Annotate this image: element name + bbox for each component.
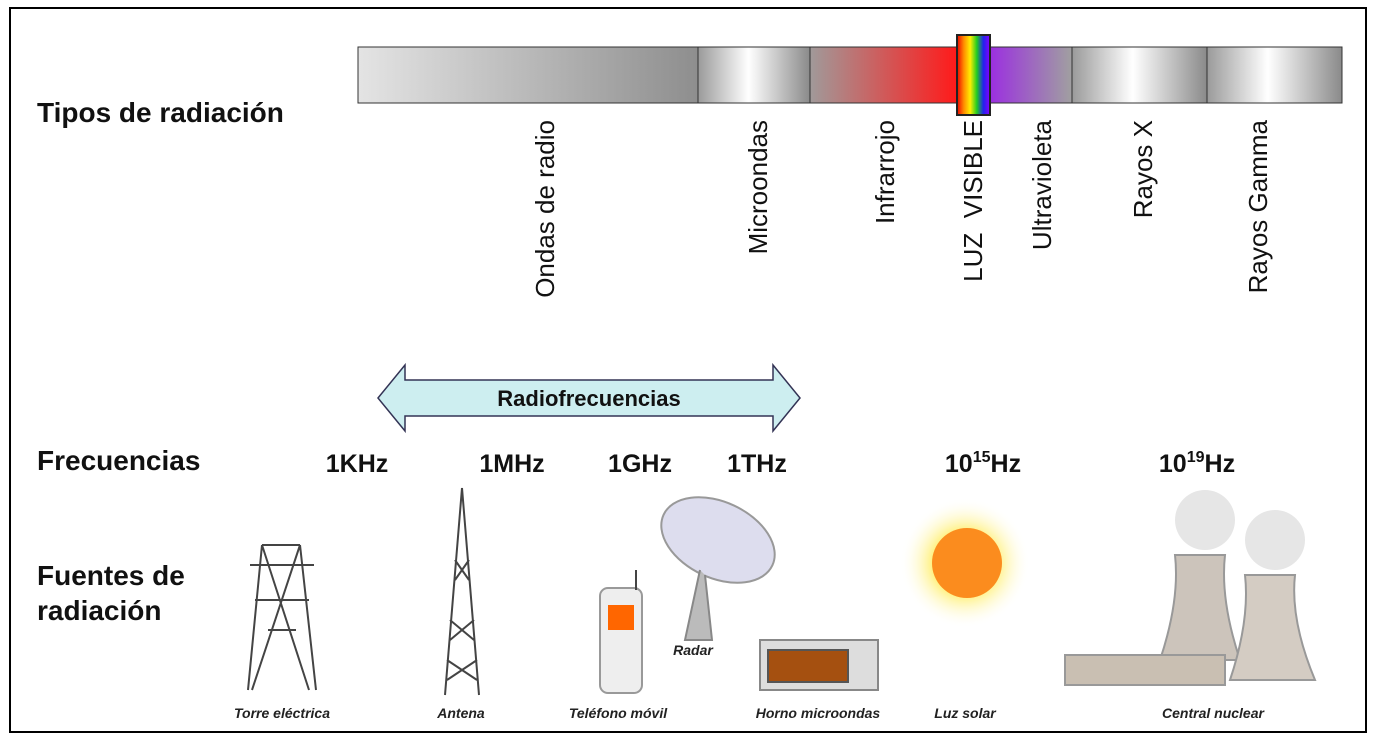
source-caption: Horno microondas — [756, 705, 881, 721]
page: Tipos de radiación Frecuencias Fuentes d… — [0, 0, 1375, 738]
frequency: 1KHz — [326, 450, 389, 478]
frequency-base: 10 — [1159, 450, 1187, 478]
source-caption: Teléfono móvil — [569, 705, 668, 721]
frequency-exponent: 19 — [1187, 449, 1205, 466]
frequency-unit: Hz — [1205, 450, 1236, 478]
frequency-base: 10 — [945, 450, 973, 478]
radiation-type: Rayos Gamma — [1243, 119, 1273, 293]
source-caption: Torre eléctrica — [234, 705, 330, 721]
radiation-type: Microondas — [743, 120, 773, 254]
spectrum-bar — [358, 35, 1342, 115]
icons — [248, 480, 1315, 695]
frequency: 1019Hz — [1159, 449, 1235, 478]
band-label: Radiofrecuencias — [497, 386, 680, 411]
row-label: radiación — [37, 595, 161, 626]
frequency: 1015Hz — [945, 449, 1021, 478]
radiation-type: LUZ VISIBLE — [958, 120, 988, 282]
source-caption: Central nuclear — [1162, 705, 1265, 721]
radiation-type: Rayos X — [1128, 120, 1158, 218]
frequency: 1THz — [727, 450, 787, 478]
frequency-unit: Hz — [991, 450, 1022, 478]
row-label: Fuentes de — [37, 560, 185, 591]
row-label: Tipos de radiación — [37, 97, 284, 128]
frequency: 1GHz — [608, 450, 672, 478]
source-caption: Radar — [673, 642, 714, 658]
radiation-type: Ondas de radio — [530, 120, 560, 298]
radiation-type: Ultravioleta — [1027, 119, 1057, 250]
source-caption: Antena — [436, 705, 485, 721]
row-label: Frecuencias — [37, 445, 200, 476]
frequency: 1MHz — [479, 450, 544, 478]
frequency-exponent: 15 — [973, 449, 991, 466]
diagram: Tipos de radiación Frecuencias Fuentes d… — [0, 0, 1375, 738]
radiation-type: Infrarrojo — [870, 120, 900, 224]
source-caption: Luz solar — [934, 705, 997, 721]
